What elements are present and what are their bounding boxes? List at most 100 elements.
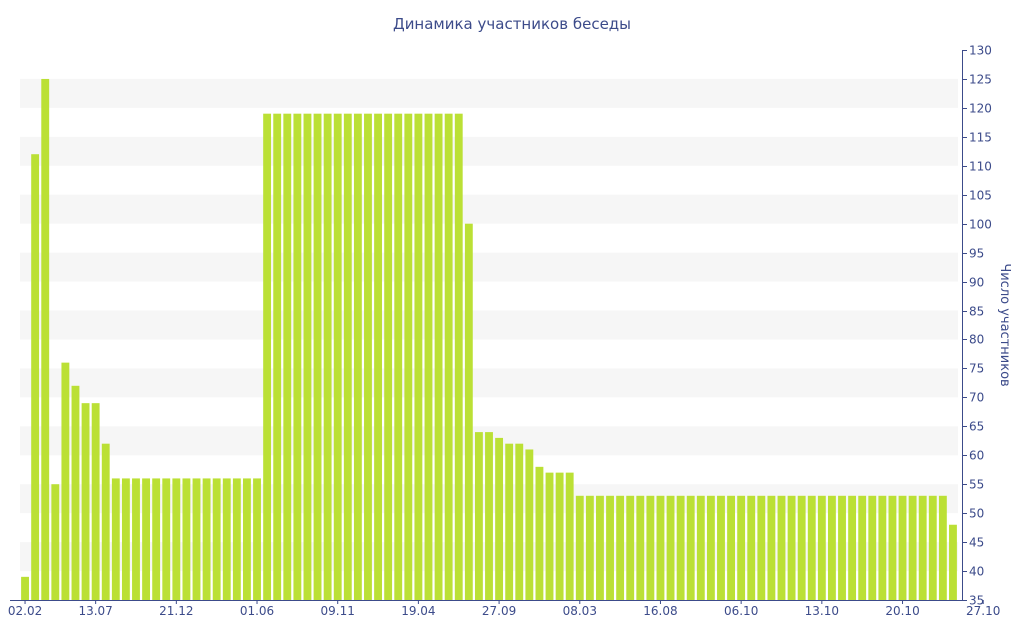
bar bbox=[374, 113, 382, 601]
bar bbox=[666, 495, 675, 600]
bar bbox=[757, 495, 766, 600]
y-tick-label: 35 bbox=[969, 594, 984, 608]
bar bbox=[727, 495, 735, 600]
bar bbox=[585, 495, 594, 600]
y-tick-label: 70 bbox=[969, 391, 984, 405]
bar bbox=[878, 495, 887, 600]
bar bbox=[273, 113, 282, 601]
bar bbox=[908, 495, 917, 600]
grid-band bbox=[20, 310, 958, 340]
bar bbox=[444, 113, 453, 601]
bar bbox=[696, 495, 705, 600]
y-tick-label: 85 bbox=[969, 305, 984, 319]
bar bbox=[41, 78, 50, 600]
chart-title: Динамика участников беседы bbox=[393, 15, 631, 33]
bar bbox=[212, 478, 221, 600]
bar bbox=[797, 495, 806, 600]
x-tick-label: 09.11 bbox=[321, 604, 355, 618]
grid-band bbox=[20, 252, 958, 282]
bar bbox=[505, 443, 514, 600]
bar bbox=[767, 495, 776, 600]
x-tick-label: 13.10 bbox=[805, 604, 839, 618]
bar bbox=[495, 437, 504, 600]
bar bbox=[626, 495, 635, 600]
bar bbox=[51, 484, 60, 600]
bar bbox=[152, 478, 161, 600]
y-tick-label: 115 bbox=[969, 131, 992, 145]
bar bbox=[414, 113, 423, 601]
bar bbox=[807, 495, 816, 600]
grid-band bbox=[20, 368, 958, 398]
grid-band bbox=[20, 194, 958, 224]
x-tick-label: 16.08 bbox=[643, 604, 677, 618]
bar bbox=[434, 113, 443, 601]
bar bbox=[323, 113, 332, 601]
y-tick-label: 50 bbox=[969, 507, 984, 521]
bar bbox=[575, 495, 584, 600]
y-tick-label: 105 bbox=[969, 189, 992, 203]
bar bbox=[565, 472, 574, 600]
bar bbox=[928, 495, 937, 600]
grid-band bbox=[20, 78, 958, 108]
bar bbox=[162, 478, 171, 600]
bar bbox=[898, 495, 907, 600]
x-tick-label: 06.10 bbox=[724, 604, 758, 618]
y-tick-label: 40 bbox=[969, 565, 984, 579]
bar bbox=[838, 495, 846, 600]
y-tick-label: 95 bbox=[969, 247, 984, 261]
bar bbox=[596, 495, 604, 600]
bar bbox=[817, 495, 826, 600]
bar bbox=[333, 113, 342, 601]
y-tick-label: 110 bbox=[969, 160, 992, 174]
x-tick-label: 08.03 bbox=[563, 604, 597, 618]
bar bbox=[172, 478, 181, 600]
bar bbox=[747, 495, 756, 600]
y-tick-label: 130 bbox=[969, 44, 992, 58]
y-tick-label: 60 bbox=[969, 449, 984, 463]
x-tick-label: 21.12 bbox=[159, 604, 193, 618]
bar bbox=[515, 443, 524, 600]
bar bbox=[202, 478, 211, 600]
bar bbox=[717, 495, 725, 600]
x-tick-label: 20.10 bbox=[885, 604, 919, 618]
bar bbox=[253, 478, 261, 600]
bar bbox=[938, 495, 947, 600]
y-axis-label: Число участников bbox=[997, 263, 1012, 386]
bar bbox=[706, 495, 715, 600]
bar bbox=[555, 472, 564, 600]
bar bbox=[263, 113, 272, 601]
bar bbox=[182, 478, 191, 600]
bar bbox=[656, 495, 665, 600]
bar bbox=[313, 113, 322, 601]
bar bbox=[283, 113, 292, 601]
y-tick-label: 55 bbox=[969, 478, 984, 492]
bar bbox=[232, 478, 241, 600]
bar bbox=[918, 495, 927, 600]
bar bbox=[858, 495, 867, 600]
bar bbox=[616, 495, 625, 600]
bar bbox=[848, 495, 857, 600]
bar bbox=[636, 495, 645, 600]
x-tick-label: 01.06 bbox=[240, 604, 274, 618]
y-tick-label: 80 bbox=[969, 333, 984, 347]
bar bbox=[464, 223, 473, 600]
y-tick-label: 75 bbox=[969, 362, 984, 376]
bar bbox=[81, 403, 90, 600]
bar bbox=[646, 495, 655, 600]
grid-band bbox=[20, 136, 958, 166]
x-tick-label: 13.07 bbox=[78, 604, 112, 618]
bar bbox=[353, 113, 362, 601]
x-tick-label: 27.09 bbox=[482, 604, 516, 618]
bar bbox=[787, 495, 796, 600]
bar bbox=[364, 113, 372, 601]
bar bbox=[827, 495, 836, 600]
y-tick-label: 100 bbox=[969, 218, 992, 232]
grid-bands bbox=[20, 78, 958, 572]
bar bbox=[303, 113, 312, 601]
bar bbox=[868, 495, 877, 600]
bar bbox=[424, 113, 433, 601]
bar bbox=[485, 432, 493, 600]
bar bbox=[111, 478, 120, 600]
axes-group: 35 40 45 50 55 60 65 70 75 80 85 90 95 100 105 110 115 12… bbox=[8, 44, 1001, 619]
bar bbox=[293, 113, 302, 601]
